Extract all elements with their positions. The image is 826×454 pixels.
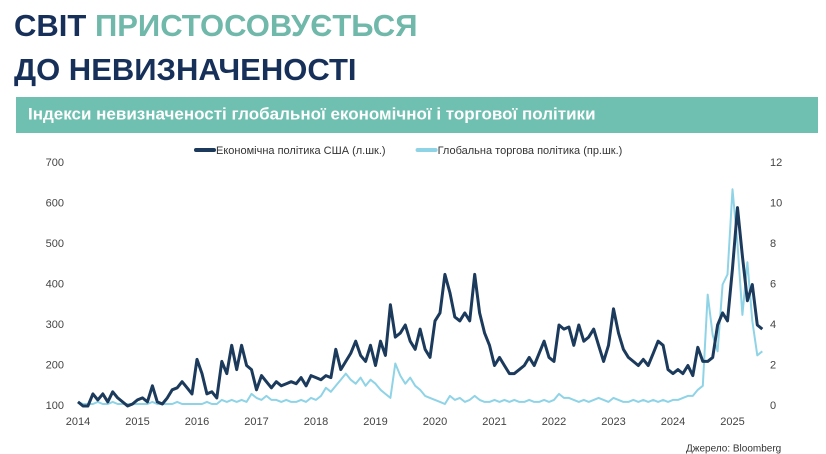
series-line [77, 206, 764, 408]
x-tick-label: 2019 [363, 416, 387, 428]
x-tick-label: 2025 [720, 416, 744, 428]
legend-label: Глобальна торгова політика (пр.шк.) [438, 145, 623, 157]
y2-tick-label: 2 [770, 359, 776, 371]
x-tick-label: 2022 [542, 416, 566, 428]
slide-title: СВІТ ПРИСТОСОВУЄТЬСЯ [14, 8, 417, 43]
banner [16, 97, 818, 133]
x-tick-label: 2020 [423, 416, 447, 428]
x-tick-label: 2016 [185, 416, 209, 428]
y-tick-label: 300 [46, 319, 64, 331]
y-tick-label: 100 [46, 400, 64, 412]
y-tick-label: 700 [46, 157, 64, 169]
legend-label: Економічна політика США (л.шк.) [216, 145, 386, 157]
x-tick-label: 2023 [601, 416, 625, 428]
y2-tick-label: 8 [770, 238, 776, 250]
y2-tick-label: 0 [770, 400, 776, 412]
y2-tick-label: 4 [770, 319, 776, 331]
title-word: ПРИСТОСОВУЄТЬСЯ [95, 8, 418, 43]
chart-title: Індекси невизначеності глобальної економ… [28, 104, 596, 123]
slide-title: ДО НЕВИЗНАЧЕНОСТІ [14, 52, 357, 87]
y-tick-label: 400 [46, 278, 64, 290]
x-tick-label: 2024 [661, 416, 685, 428]
x-tick-label: 2017 [244, 416, 268, 428]
title-word: СВІТ [14, 8, 86, 43]
x-tick-label: 2014 [66, 416, 90, 428]
y2-tick-label: 12 [770, 157, 782, 169]
y2-tick-label: 10 [770, 197, 782, 209]
y2-tick-label: 6 [770, 278, 776, 290]
source: Джерело: Bloomberg [686, 444, 781, 454]
y-tick-label: 600 [46, 197, 64, 209]
y-tick-label: 200 [46, 359, 64, 371]
x-tick-label: 2021 [482, 416, 506, 428]
y-tick-label: 500 [46, 238, 64, 250]
x-tick-label: 2018 [304, 416, 328, 428]
x-tick-label: 2015 [125, 416, 149, 428]
series-line [77, 188, 763, 405]
